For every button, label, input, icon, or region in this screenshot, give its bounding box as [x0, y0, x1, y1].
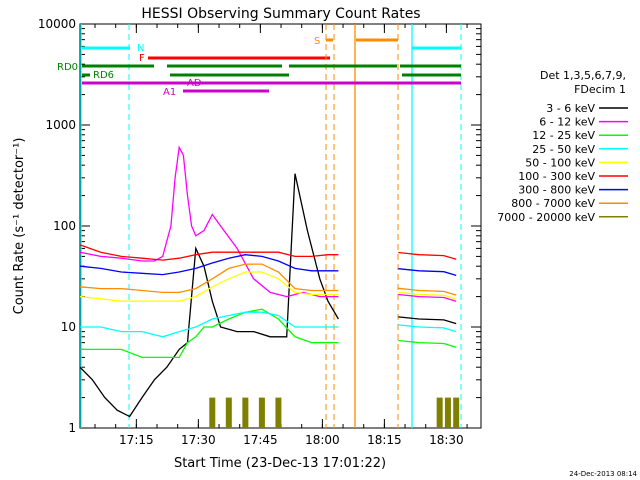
series-50-100-kev: [79, 271, 457, 302]
series-line: [79, 145, 339, 298]
series-bar-point: [444, 397, 451, 428]
legend-entry-label: 100 - 300 keV: [518, 170, 595, 183]
series-bar-point: [275, 397, 282, 428]
series-100-300-kev: [79, 244, 457, 261]
series-bar-point: [453, 397, 460, 428]
state-bar-label: A1: [163, 87, 176, 98]
attenuator-state-bars: NF S RD0 RD6 AD A1: [57, 24, 462, 428]
y-tick-label: 10000: [38, 17, 76, 31]
chart-title: HESSI Observing Summary Count Rates: [141, 6, 420, 22]
x-tick-label: 17:15: [119, 433, 154, 447]
state-bar-label: N: [137, 43, 144, 54]
legend-header-line-1: Det 1,3,5,6,7,9,: [540, 69, 626, 82]
series-6-12-kev: [79, 145, 457, 302]
series-bar-point: [436, 397, 443, 428]
series-bar-point: [258, 397, 265, 428]
series-bar-point: [209, 397, 216, 428]
x-tick-label: 18:15: [367, 433, 402, 447]
series-bar-point: [225, 397, 232, 428]
x-tick-label: 18:30: [429, 433, 464, 447]
legend-entry-label: 800 - 7000 keV: [511, 197, 595, 210]
series-line: [79, 254, 339, 276]
series-12-25-kev: [80, 308, 457, 359]
legend-entry-label: 3 - 6 keV: [546, 102, 595, 115]
series-bar-point: [242, 397, 249, 428]
series-800-7000-kev: [79, 263, 457, 296]
series-layer: [79, 145, 460, 428]
legend-entry-label: 12 - 25 keV: [532, 129, 595, 142]
series-line-post-gap: [398, 251, 457, 260]
y-tick-label: 1: [68, 421, 76, 435]
state-bar-label: RD0: [57, 62, 78, 73]
legend-header-line-2: FDecim 1: [574, 83, 626, 96]
series-line-post-gap: [398, 287, 457, 296]
x-axis-label: Start Time (23-Dec-13 17:01:22): [174, 456, 386, 471]
series-line-post-gap: [398, 291, 457, 300]
series-7000-20000-kev: [209, 397, 460, 428]
legend-entry-label: 25 - 50 keV: [532, 143, 595, 156]
state-bar-label: AD: [187, 78, 202, 89]
x-tick-label: 18:00: [305, 433, 340, 447]
series-line: [80, 311, 339, 338]
series-line: [79, 244, 339, 261]
series-line-post-gap: [398, 316, 457, 325]
series-line-post-gap: [398, 293, 457, 302]
x-axis: 17:15 17:30 17:45 18:00 18:15 18:30: [94, 24, 468, 447]
series-line: [79, 271, 339, 302]
footer-timestamp: 24-Dec-2013 08:14: [569, 470, 637, 478]
y-tick-label: 100: [53, 219, 76, 233]
series-line: [79, 173, 339, 418]
series-300-800-kev: [79, 254, 457, 277]
state-bar-label: F: [139, 53, 145, 64]
legend-entry-label: 50 - 100 keV: [525, 156, 595, 169]
legend-entry-label: 6 - 12 keV: [539, 116, 595, 129]
series-line-post-gap: [398, 339, 457, 348]
x-tick-label: 17:30: [181, 433, 216, 447]
series-line-post-gap: [398, 268, 457, 277]
y-tick-label: 10: [61, 320, 76, 334]
plot-frame: [79, 23, 482, 429]
series-line: [80, 308, 339, 359]
state-bar-label: S: [314, 36, 320, 47]
state-bar-label: RD6: [93, 70, 114, 81]
series-25-50-kev: [80, 311, 457, 338]
y-tick-label: 1000: [45, 118, 76, 132]
series-line: [79, 263, 339, 294]
y-axis-label: Count Rate (s⁻¹ detector⁻¹): [12, 138, 27, 315]
legend-entry-label: 300 - 800 keV: [518, 184, 595, 197]
legend-entry-label: 7000 - 20000 keV: [497, 211, 595, 224]
series-line-post-gap: [398, 324, 457, 333]
x-tick-label: 17:45: [243, 433, 278, 447]
